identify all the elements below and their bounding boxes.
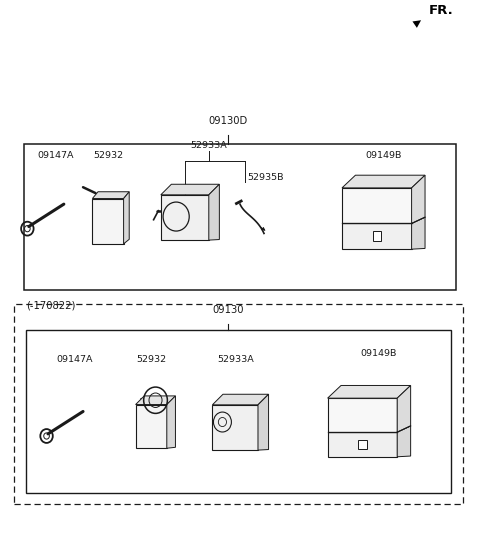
Text: (-170822): (-170822) [26, 300, 76, 310]
Polygon shape [135, 396, 176, 405]
Polygon shape [372, 231, 381, 241]
Text: 52932: 52932 [93, 151, 123, 160]
Text: 09130D: 09130D [208, 116, 248, 126]
Polygon shape [358, 440, 367, 449]
Polygon shape [342, 188, 412, 223]
Polygon shape [161, 195, 209, 240]
Polygon shape [327, 432, 397, 457]
Text: 52933A: 52933A [217, 354, 253, 364]
Polygon shape [124, 192, 129, 244]
Bar [26, 330, 451, 493]
Bar [24, 144, 456, 290]
Polygon shape [397, 385, 411, 432]
Bar [14, 304, 463, 504]
Polygon shape [412, 175, 425, 223]
Text: 09149B: 09149B [366, 151, 402, 160]
Text: 09130: 09130 [212, 305, 244, 315]
Polygon shape [342, 223, 412, 249]
Polygon shape [92, 192, 129, 199]
Text: 52932: 52932 [136, 354, 166, 364]
Polygon shape [209, 184, 219, 240]
Polygon shape [161, 184, 219, 195]
Text: 52935B: 52935B [247, 173, 284, 182]
Polygon shape [342, 175, 425, 188]
Polygon shape [92, 199, 124, 244]
Polygon shape [212, 394, 269, 405]
Polygon shape [397, 426, 411, 457]
Polygon shape [327, 385, 411, 398]
Polygon shape [167, 396, 176, 448]
Text: 09147A: 09147A [37, 151, 73, 160]
Text: FR.: FR. [429, 4, 454, 17]
Text: 09149B: 09149B [360, 349, 396, 358]
Polygon shape [258, 394, 269, 450]
Polygon shape [212, 405, 258, 450]
Polygon shape [412, 217, 425, 249]
Text: 52933A: 52933A [191, 141, 227, 150]
Polygon shape [135, 405, 167, 448]
Text: 09147A: 09147A [56, 354, 93, 364]
Polygon shape [327, 398, 397, 432]
